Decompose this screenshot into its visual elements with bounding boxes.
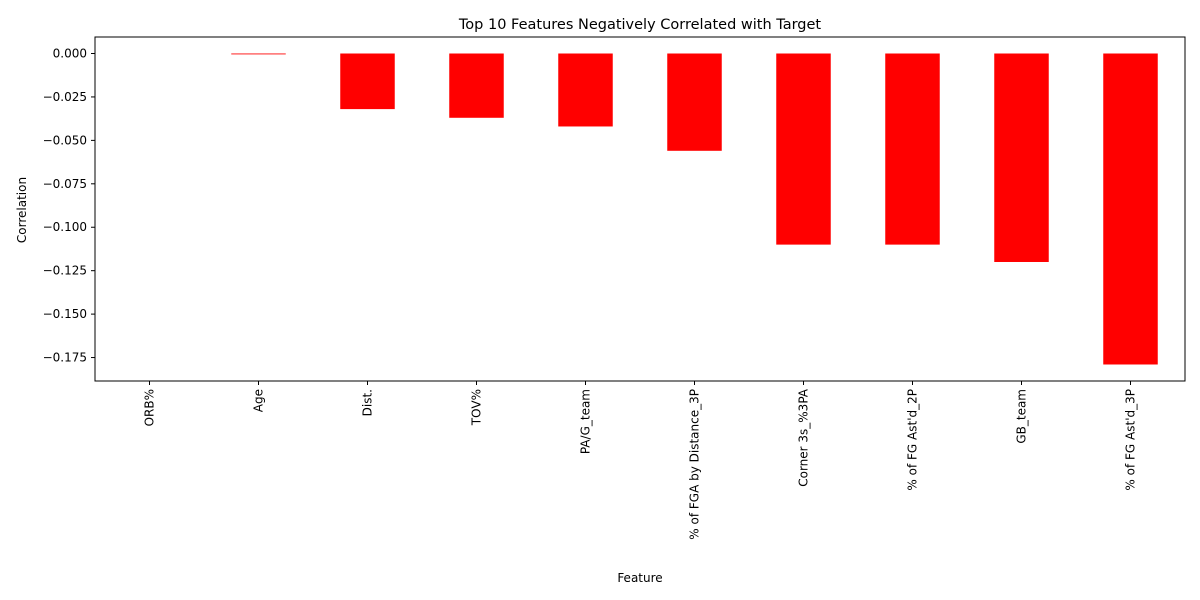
bars-layer bbox=[231, 53, 1158, 365]
y-axis: 0.000 −0.025 −0.050 −0.075 −0.100 −0.125 −0.15… bbox=[43, 47, 95, 365]
x-tick-label-0: ORB% bbox=[143, 389, 157, 426]
x-axis-title: Feature bbox=[617, 571, 662, 585]
x-tick-label-5: % of FGA by Distance_3P bbox=[688, 389, 702, 540]
y-tick-label-3: −0.075 bbox=[43, 177, 87, 191]
bar-2 bbox=[340, 53, 395, 110]
x-tick-label-4: PA/G_team bbox=[579, 389, 593, 454]
bar-4 bbox=[558, 53, 613, 127]
x-tick-label-2: Dist. bbox=[361, 389, 375, 416]
y-tick-label-4: −0.100 bbox=[43, 220, 87, 234]
y-axis-title: Correlation bbox=[15, 177, 29, 243]
x-tick-label-7: % of FG Ast'd_2P bbox=[906, 389, 920, 491]
x-tick-label-1: Age bbox=[252, 389, 266, 412]
y-tick-label-5: −0.125 bbox=[43, 264, 87, 278]
y-tick-label-7: −0.175 bbox=[43, 351, 87, 365]
y-tick-label-0: 0.000 bbox=[53, 47, 87, 61]
bar-3 bbox=[449, 53, 504, 118]
bar-9 bbox=[1103, 53, 1158, 365]
bar-8 bbox=[994, 53, 1049, 262]
x-axis: ORB% Age Dist. TOV% PA/G_team % of FGA by Dis… bbox=[143, 381, 1138, 540]
bar-1 bbox=[231, 53, 286, 55]
x-tick-label-8: GB_team bbox=[1015, 389, 1029, 444]
bar-6 bbox=[776, 53, 831, 245]
bar-7 bbox=[885, 53, 940, 245]
y-tick-label-1: −0.025 bbox=[43, 90, 87, 104]
x-tick-label-3: TOV% bbox=[470, 389, 484, 426]
x-tick-label-9: % of FG Ast'd_3P bbox=[1124, 389, 1138, 491]
y-tick-label-6: −0.150 bbox=[43, 307, 87, 321]
chart-title: Top 10 Features Negatively Correlated wi… bbox=[458, 17, 822, 33]
bar-5 bbox=[667, 53, 722, 151]
x-tick-label-6: Corner 3s_%3PA bbox=[797, 388, 811, 487]
plot-frame bbox=[94, 36, 1186, 382]
y-tick-label-2: −0.050 bbox=[43, 133, 87, 147]
